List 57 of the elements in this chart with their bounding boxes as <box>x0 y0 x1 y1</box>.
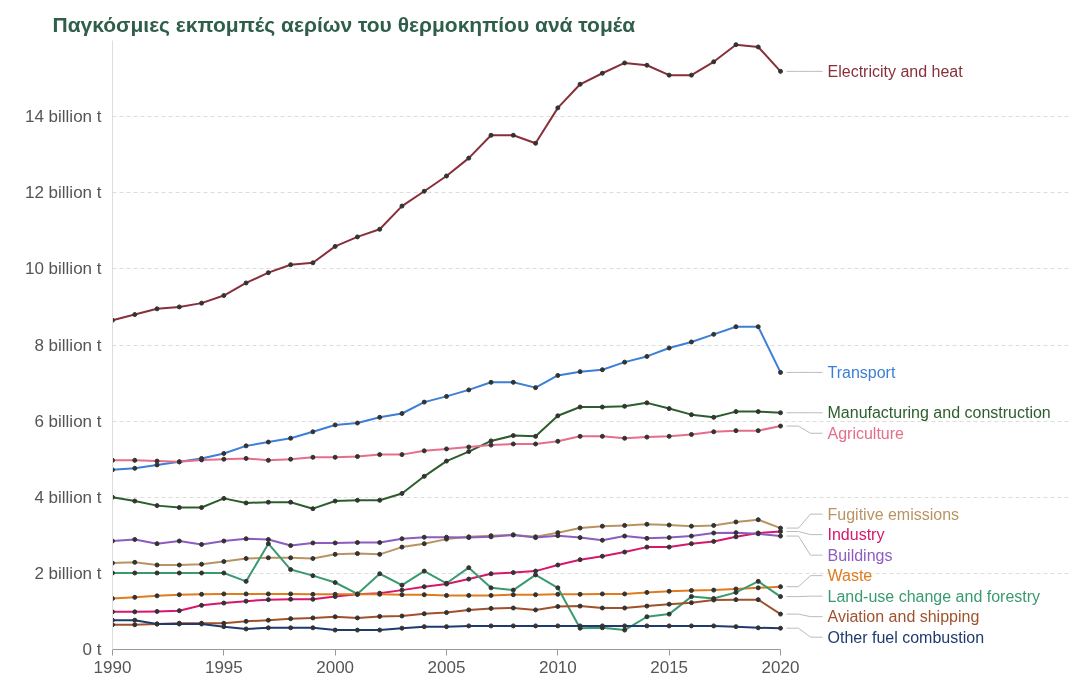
point <box>176 505 182 511</box>
point <box>466 449 472 455</box>
point <box>555 413 561 419</box>
point <box>733 409 739 415</box>
y-tick-label: 0 t <box>82 640 102 659</box>
point <box>332 498 338 504</box>
x-tick-label: 2015 <box>650 657 689 677</box>
text: Aviation and shipping <box>827 608 980 626</box>
point <box>199 505 205 511</box>
y-tick-label: 6 billion t <box>34 411 102 431</box>
point <box>154 503 160 509</box>
point <box>488 438 494 444</box>
x-tick-label: 1990 <box>93 657 132 677</box>
point <box>533 433 539 439</box>
point <box>288 499 294 505</box>
point <box>310 506 316 512</box>
point <box>755 409 761 415</box>
text: Fugitive emissions <box>827 505 960 523</box>
y-tick-label: 14 billion t <box>24 107 102 127</box>
point <box>644 400 650 406</box>
y-tick-label: 4 billion t <box>34 487 102 507</box>
text: Transport <box>827 363 896 381</box>
point <box>711 414 717 420</box>
text: Electricity and heat <box>827 62 964 80</box>
point <box>510 433 516 439</box>
x-tick-label: 2005 <box>427 657 466 677</box>
point <box>221 495 227 501</box>
text: Other fuel combustion <box>827 628 985 646</box>
text: Manufacturing and construction <box>827 404 1051 422</box>
point <box>577 404 583 410</box>
point <box>444 458 449 464</box>
point <box>354 497 360 503</box>
point <box>265 499 271 505</box>
text: Buildings <box>827 546 893 564</box>
x-tick-label: 1995 <box>204 657 243 677</box>
point <box>243 500 249 506</box>
y-tick-label: 10 billion t <box>24 259 102 279</box>
point <box>399 490 405 496</box>
point <box>132 498 138 504</box>
y-tick-label: 12 billion t <box>24 183 102 203</box>
point <box>688 412 694 418</box>
point <box>622 403 628 409</box>
text: Waste <box>827 567 873 585</box>
x-tick-label: 2010 <box>538 657 577 677</box>
point <box>778 410 783 416</box>
text: Land-use change and forestry <box>827 587 1041 605</box>
y-tick-label: 8 billion t <box>34 335 102 355</box>
x-tick-label: 2000 <box>316 657 355 677</box>
x-tick-label: 2020 <box>761 657 800 677</box>
point <box>377 497 383 503</box>
point <box>599 404 605 410</box>
point <box>666 406 672 412</box>
text: Agriculture <box>827 424 905 442</box>
point <box>421 473 427 479</box>
y-tick-label: 2 billion t <box>34 563 102 583</box>
text: Industry <box>827 526 885 544</box>
chart-title: Παγκόσμιες εκπομπές αερίων του θερμοκηπίου ανά τομέα <box>52 12 636 37</box>
